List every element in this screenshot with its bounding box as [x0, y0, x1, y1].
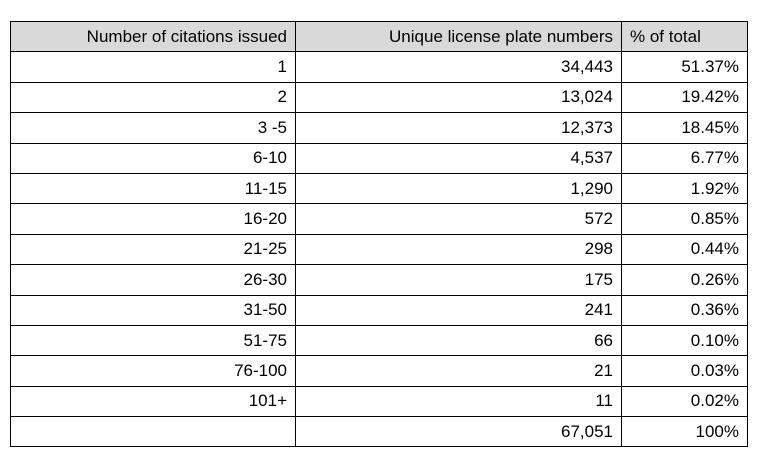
table-cell: 1: [10, 51, 296, 83]
table-cell: 13,024: [295, 81, 622, 114]
total-cell: 100%: [621, 416, 748, 448]
table-cell: 6-10: [10, 142, 296, 174]
table-cell: 0.10%: [621, 324, 748, 357]
table-cell: 572: [295, 203, 622, 235]
table-row: 1 34,443 51.37%: [10, 51, 748, 83]
citations-table: Number of citations issued Unique licens…: [10, 20, 748, 448]
total-row: 67,051 100%: [10, 416, 748, 448]
table-cell: 2: [10, 81, 296, 114]
header-cell: Number of citations issued: [10, 20, 296, 53]
table-cell: 241: [295, 294, 622, 326]
table-cell: 21-25: [10, 233, 296, 266]
table-row: 2 13,024 19.42%: [10, 81, 748, 114]
table-cell: 19.42%: [621, 81, 748, 114]
table-cell: 0.26%: [621, 264, 748, 296]
table-row: 31-50 241 0.36%: [10, 294, 748, 326]
table-row: 6-10 4,537 6.77%: [10, 142, 748, 174]
table-cell: 4,537: [295, 142, 622, 174]
table-cell: 11: [295, 385, 622, 418]
table-cell: 34,443: [295, 51, 622, 83]
header-cell: Unique license plate numbers: [295, 20, 622, 53]
table-cell: 0.85%: [621, 203, 748, 235]
table-cell: 6.77%: [621, 142, 748, 174]
table-cell: 66: [295, 324, 622, 357]
table-cell: 298: [295, 233, 622, 266]
table-row: 16-20 572 0.85%: [10, 203, 748, 235]
table-cell: 101+: [10, 385, 296, 418]
empty-cell: [10, 416, 296, 448]
table-cell: 0.03%: [621, 355, 748, 387]
table-cell: 21: [295, 355, 622, 387]
table-cell: 0.36%: [621, 294, 748, 326]
table-cell: 12,373: [295, 112, 622, 144]
table-cell: 0.02%: [621, 385, 748, 418]
table-cell: 11-15: [10, 172, 296, 205]
table-row: 21-25 298 0.44%: [10, 233, 748, 266]
table-cell: 18.45%: [621, 112, 748, 144]
table-cell: 175: [295, 264, 622, 296]
table-row: 51-75 66 0.10%: [10, 324, 748, 357]
table-row: 76-100 21 0.03%: [10, 355, 748, 387]
table-cell: 31-50: [10, 294, 296, 326]
table-cell: 51-75: [10, 324, 296, 357]
table-cell: 16-20: [10, 203, 296, 235]
total-cell: 67,051: [295, 416, 622, 448]
table-cell: 26-30: [10, 264, 296, 296]
table-row: 3 -5 12,373 18.45%: [10, 112, 748, 144]
table-cell: 51.37%: [621, 51, 748, 83]
table-cell: 1.92%: [621, 172, 748, 205]
table-row: 11-15 1,290 1.92%: [10, 172, 748, 205]
table-cell: 0.44%: [621, 233, 748, 266]
table-cell: 1,290: [295, 172, 622, 205]
table-cell: 3 -5: [10, 112, 296, 144]
table-cell: 76-100: [10, 355, 296, 387]
table-row: 26-30 175 0.26%: [10, 264, 748, 296]
header-cell: % of total: [621, 20, 748, 53]
header-row: Number of citations issued Unique licens…: [10, 20, 748, 53]
table-row: 101+ 11 0.02%: [10, 385, 748, 418]
table-body: 1 34,443 51.37% 2 13,024 19.42% 3 -5 12,373 18.4…: [10, 51, 748, 418]
